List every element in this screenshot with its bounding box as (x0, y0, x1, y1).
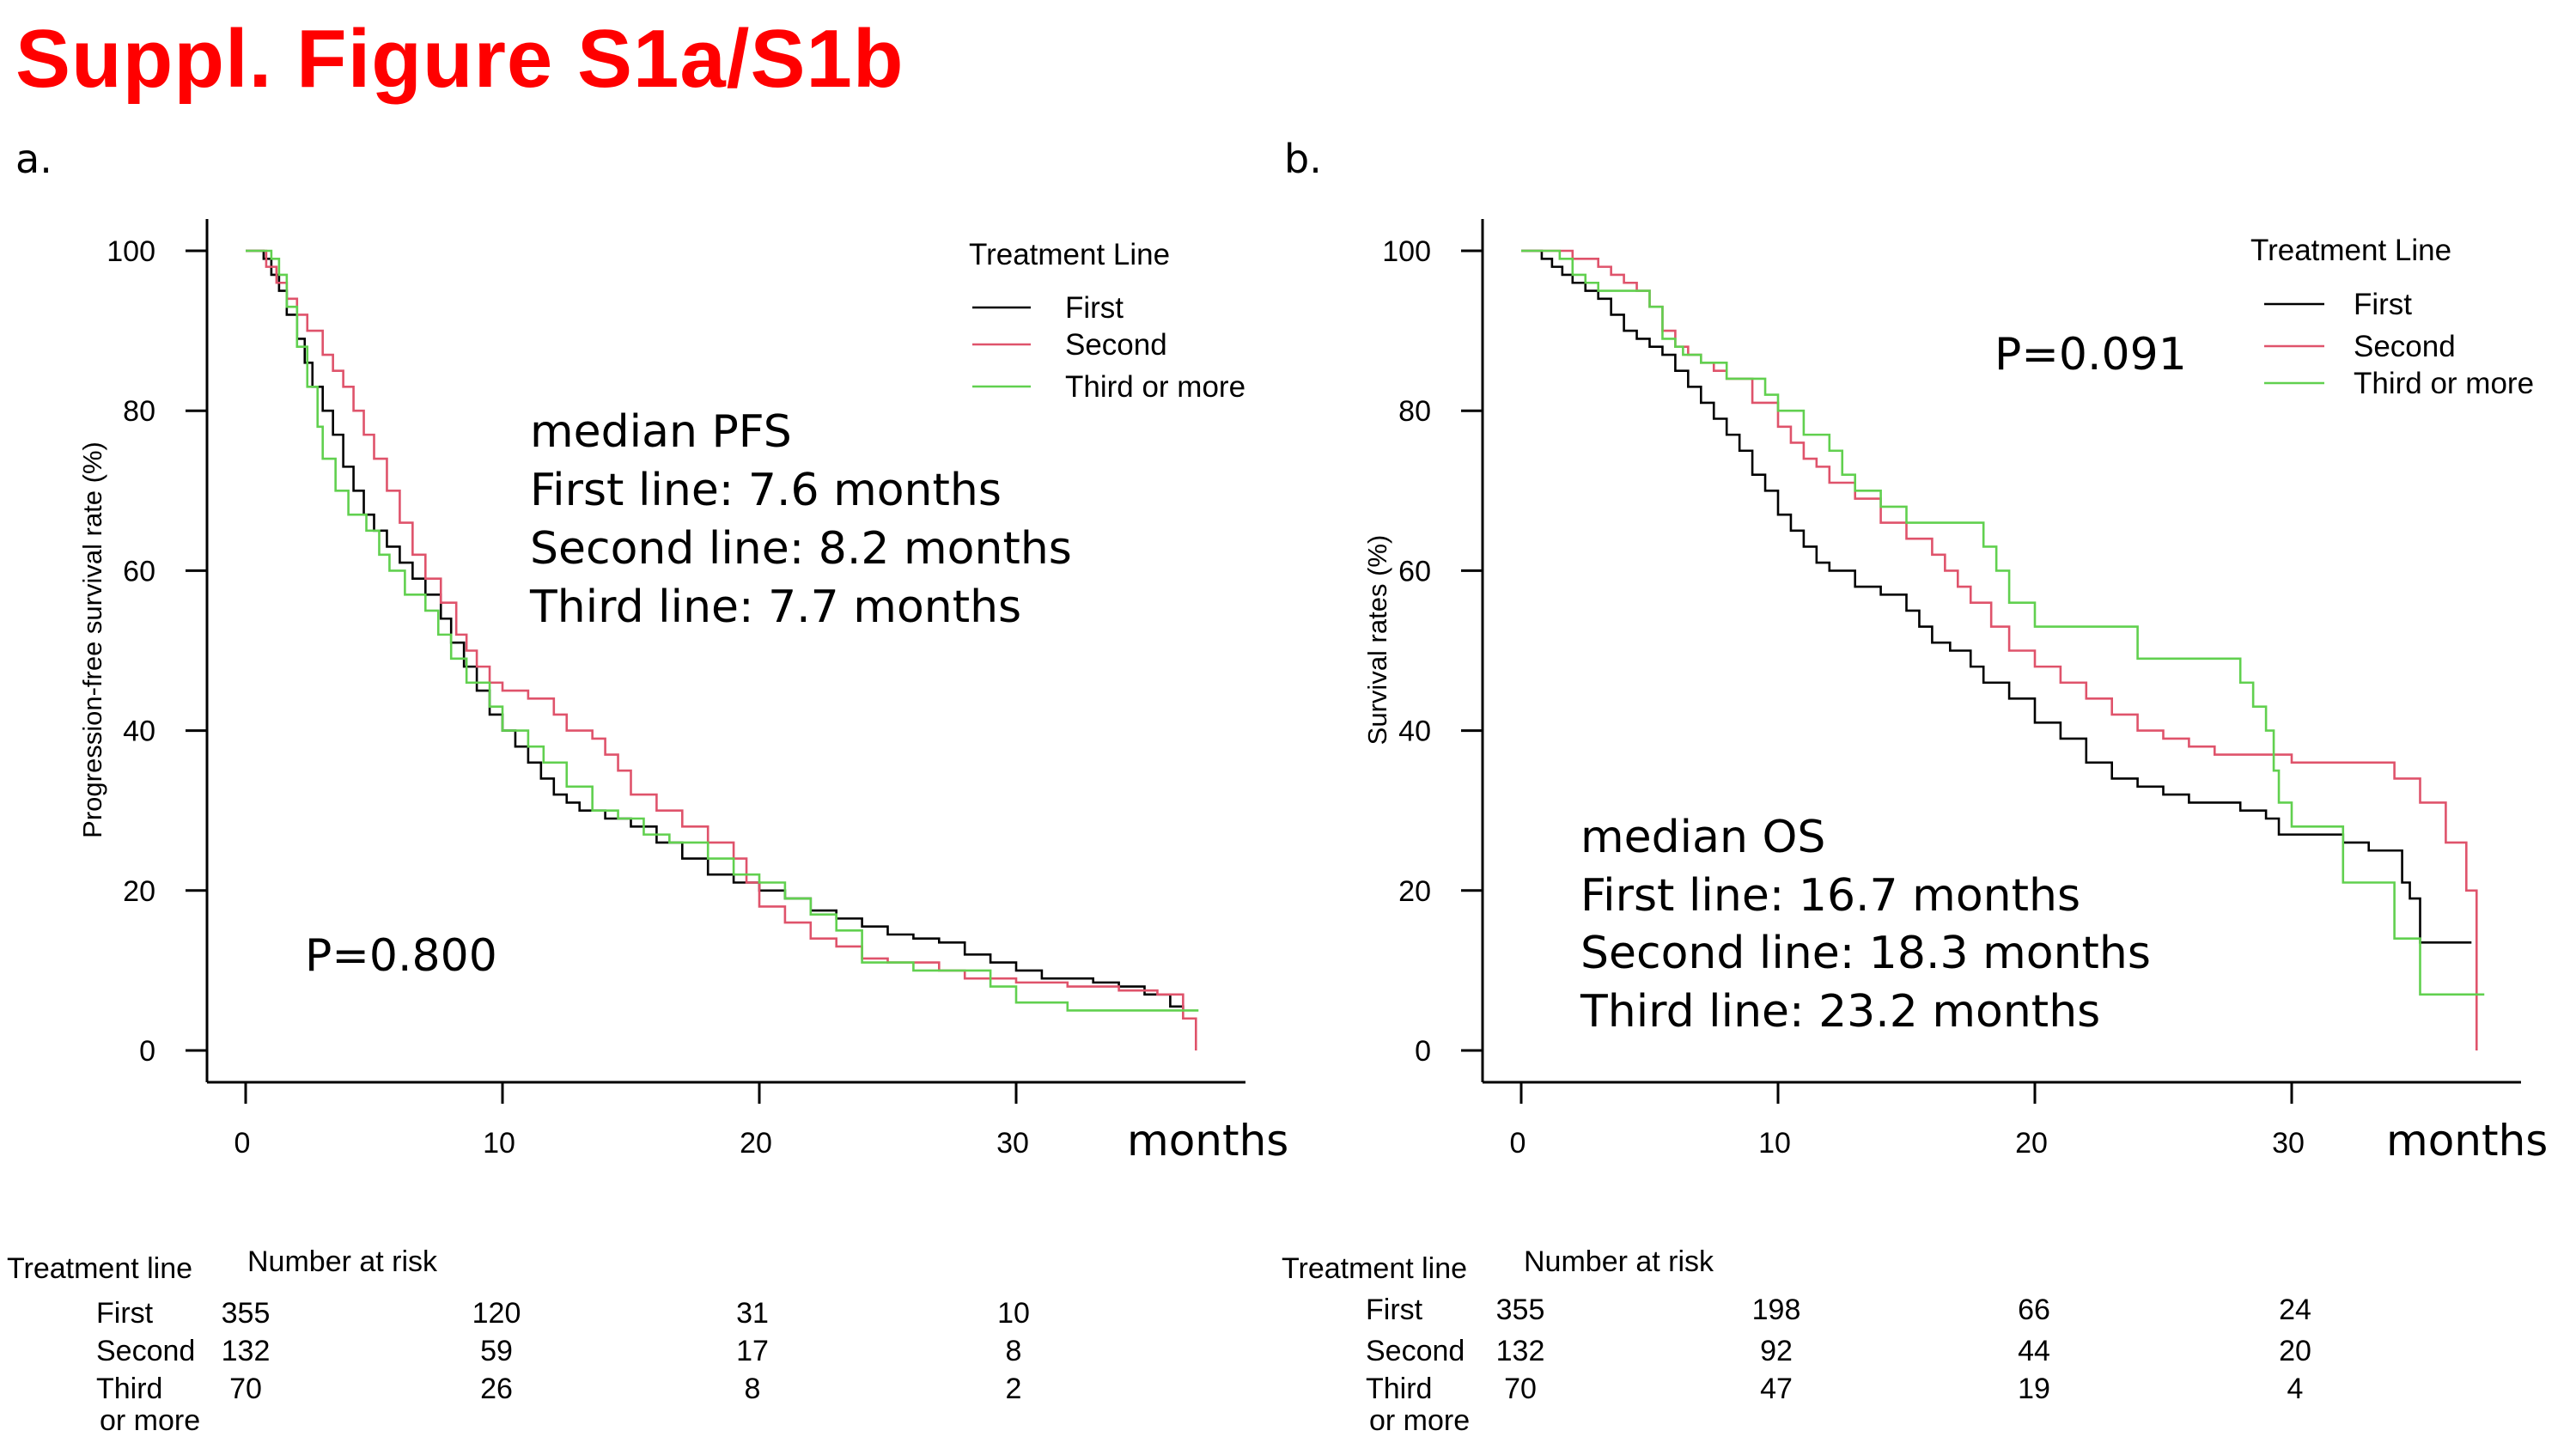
c0-risk-value: 10 (997, 1297, 1030, 1330)
c0-legend-label: Third or more (1065, 370, 1245, 404)
c1-risk-row-label: Second (1366, 1335, 1465, 1367)
c1-risk-row-label: First (1366, 1294, 1423, 1326)
c0-legend-title: Treatment Line (969, 238, 1170, 271)
c0-risk-value: 355 (222, 1297, 271, 1330)
c1-median-line: Third line: 23.2 months (1580, 986, 2100, 1038)
c0-risk-value: 8 (745, 1373, 761, 1405)
c0-x-tick-label: 0 (234, 1127, 251, 1160)
c0-risk-row-label2: or more (100, 1404, 200, 1437)
c0-risk-header-right: Number at risk (247, 1245, 438, 1278)
c0-y-axis-label: Progression-free survival rate (%) (77, 441, 107, 838)
c1-km-curve-third-or-more (1521, 249, 2485, 996)
c0-legend-label: Second (1065, 328, 1167, 362)
c0-risk-value: 70 (229, 1373, 262, 1405)
c0-risk-value: 31 (736, 1297, 769, 1330)
c0-p-value: P=0.800 (305, 930, 497, 982)
c1-x-axis-label: months (2386, 1116, 2548, 1166)
c1-x-tick-label: 20 (2015, 1127, 2048, 1160)
c1-median-title: median OS (1580, 812, 1825, 863)
c0-risk-value: 17 (736, 1335, 769, 1367)
c0-risk-row-label: First (96, 1297, 154, 1330)
c1-risk-value: 44 (2018, 1335, 2050, 1367)
c0-median-line: First line: 7.6 months (530, 465, 1002, 516)
c0-risk-value: 8 (1006, 1335, 1022, 1367)
c0-risk-row-label: Third (96, 1373, 162, 1405)
c0-median-line: Third line: 7.7 months (529, 581, 1021, 633)
c1-y-tick-label: 40 (1398, 715, 1431, 748)
c1-y-tick-label: 0 (1415, 1035, 1431, 1068)
c1-median-line: Second line: 18.3 months (1580, 928, 2151, 979)
c0-y-tick-label: 80 (123, 395, 155, 428)
c1-risk-value: 66 (2018, 1294, 2050, 1326)
c1-risk-value: 47 (1760, 1373, 1793, 1405)
c1-x-tick-label: 30 (2272, 1127, 2305, 1160)
c1-x-tick-label: 0 (1510, 1127, 1526, 1160)
c0-risk-header-left: Treatment line (7, 1252, 192, 1285)
figure-title: Suppl. Figure S1a/S1b (15, 13, 904, 105)
c1-p-value: P=0.091 (1994, 329, 2187, 381)
c1-median-line: First line: 16.7 months (1580, 870, 2080, 922)
c0-x-axis-label: months (1127, 1116, 1288, 1166)
c1-y-axis-label: Survival rates (%) (1362, 535, 1392, 746)
c0-km-curve-first (246, 249, 1184, 1011)
c0-y-tick-label: 20 (123, 875, 155, 908)
panel-label-b: b. (1284, 136, 1322, 182)
c0-legend-label: First (1065, 291, 1124, 325)
c1-risk-value: 24 (2279, 1294, 2311, 1326)
c0-x-tick-label: 30 (996, 1127, 1029, 1160)
c1-risk-row-label2: or more (1369, 1404, 1470, 1437)
c1-y-tick-label: 20 (1398, 875, 1431, 908)
c1-risk-value: 4 (2287, 1373, 2304, 1405)
c0-y-tick-label: 0 (139, 1035, 155, 1068)
c0-median-line: Second line: 8.2 months (530, 523, 1072, 575)
c1-risk-value: 19 (2018, 1373, 2050, 1405)
c0-risk-value: 26 (480, 1373, 513, 1405)
c1-x-tick-label: 10 (1758, 1127, 1791, 1160)
c0-x-tick-label: 20 (740, 1127, 772, 1160)
c0-risk-row-label: Second (96, 1335, 195, 1367)
c0-km-curve-third-or-more (246, 249, 1199, 1012)
c0-y-tick-label: 100 (107, 235, 155, 268)
c0-risk-value: 2 (1006, 1373, 1022, 1405)
c1-y-tick-label: 80 (1398, 395, 1431, 428)
c0-x-tick-label: 10 (483, 1127, 515, 1160)
c0-y-tick-label: 60 (123, 555, 155, 588)
c1-risk-value: 92 (1760, 1335, 1793, 1367)
panel-label-a: a. (15, 136, 52, 182)
c1-risk-value: 70 (1504, 1373, 1537, 1405)
c1-risk-row-label: Third (1366, 1373, 1432, 1405)
c0-risk-value: 132 (222, 1335, 271, 1367)
c1-risk-value: 198 (1752, 1294, 1801, 1326)
c1-risk-value: 355 (1496, 1294, 1545, 1326)
c0-risk-value: 120 (472, 1297, 521, 1330)
c1-km-curve-first (1521, 249, 2472, 944)
c0-median-title: median PFS (530, 406, 792, 458)
c1-legend-label: Second (2354, 330, 2456, 363)
c0-y-tick-label: 40 (123, 715, 155, 748)
c1-risk-value: 132 (1496, 1335, 1545, 1367)
c0-risk-value: 59 (480, 1335, 513, 1367)
c1-y-tick-label: 60 (1398, 555, 1431, 588)
c1-legend-label: Third or more (2354, 367, 2534, 400)
c1-risk-header-left: Treatment line (1282, 1252, 1467, 1285)
c1-risk-header-right: Number at risk (1524, 1245, 1714, 1278)
c1-legend-label: First (2354, 288, 2412, 321)
c1-y-tick-label: 100 (1382, 235, 1431, 268)
c1-legend-title: Treatment Line (2250, 234, 2451, 267)
c1-risk-value: 20 (2279, 1335, 2311, 1367)
